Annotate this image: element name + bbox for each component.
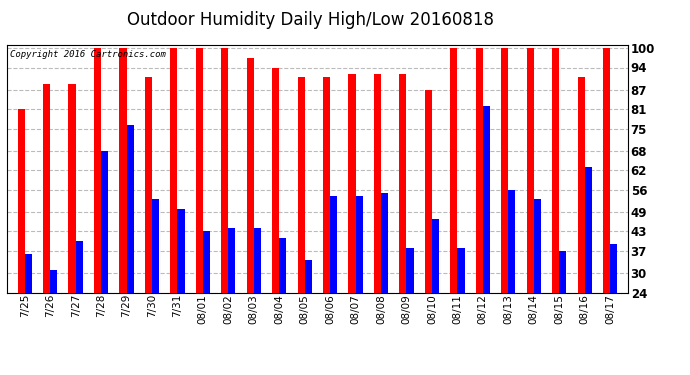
Bar [457, 248, 464, 370]
Bar [559, 251, 566, 370]
Bar [177, 209, 184, 370]
Bar [330, 196, 337, 370]
Bar [203, 231, 210, 370]
Bar [501, 48, 509, 370]
Bar [76, 241, 83, 370]
Bar [400, 74, 406, 370]
Text: Copyright 2016 Cartronics.com: Copyright 2016 Cartronics.com [10, 50, 166, 59]
Bar [246, 58, 254, 370]
Bar [552, 48, 559, 370]
Bar [152, 199, 159, 370]
Bar [374, 74, 381, 370]
Bar [578, 77, 584, 370]
Bar [196, 48, 203, 370]
Bar [101, 151, 108, 370]
Bar [526, 48, 534, 370]
Bar [305, 260, 312, 370]
Bar [94, 48, 101, 370]
Bar [323, 77, 330, 370]
Bar [254, 228, 261, 370]
Text: Outdoor Humidity Daily High/Low 20160818: Outdoor Humidity Daily High/Low 20160818 [127, 11, 494, 29]
Bar [170, 48, 177, 370]
Bar [228, 228, 235, 370]
Bar [509, 190, 515, 370]
Bar [279, 238, 286, 370]
Bar [483, 106, 490, 370]
Bar [126, 125, 134, 370]
Bar [348, 74, 355, 370]
Bar [221, 48, 228, 370]
Bar [603, 48, 610, 370]
Bar [610, 244, 618, 370]
Bar [534, 199, 541, 370]
Bar [272, 68, 279, 370]
Bar [119, 48, 126, 370]
Bar [50, 270, 57, 370]
Bar [17, 109, 25, 370]
Bar [584, 167, 592, 370]
Bar [43, 84, 50, 370]
Bar [25, 254, 32, 370]
Bar [297, 77, 305, 370]
Bar [451, 48, 457, 370]
Bar [68, 84, 76, 370]
Bar [145, 77, 152, 370]
Bar [406, 248, 413, 370]
Bar [355, 196, 363, 370]
Bar [425, 90, 432, 370]
Bar [432, 219, 439, 370]
Bar [381, 193, 388, 370]
Bar [475, 48, 483, 370]
